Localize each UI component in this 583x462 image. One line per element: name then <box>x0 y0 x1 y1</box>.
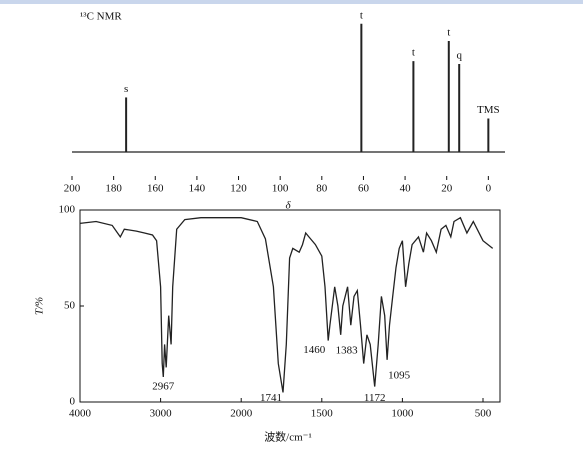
peak-label: 1383 <box>336 344 359 356</box>
nmr-x-label: δ <box>285 200 291 212</box>
x-tick-label: 100 <box>272 183 289 195</box>
peak-label: t <box>447 27 450 39</box>
x-tick-label: 200 <box>64 183 81 195</box>
x-tick-label: 120 <box>230 183 247 195</box>
x-tick-label: 20 <box>441 183 453 195</box>
x-tick-label: 0 <box>486 183 492 195</box>
ir-curve <box>79 216 494 393</box>
ir-y-label: T/% <box>34 297 46 315</box>
peak-label: TMS <box>477 104 500 116</box>
peak-label: 1095 <box>388 369 411 381</box>
y-tick-label: 50 <box>64 300 76 312</box>
peak-label: t <box>412 47 415 59</box>
x-tick-label: 4000 <box>69 408 92 420</box>
top-bar <box>0 0 583 4</box>
y-tick-label: 0 <box>70 396 76 408</box>
peak-label: 1460 <box>303 344 326 356</box>
x-tick-label: 1000 <box>391 408 414 420</box>
x-tick-label: 160 <box>147 183 164 195</box>
x-tick-label: 500 <box>475 408 492 420</box>
x-tick-label: 3000 <box>150 408 173 420</box>
ir-frame <box>79 209 501 403</box>
nmr-title: ¹³C NMR <box>80 11 122 23</box>
peak-label: 2967 <box>152 381 175 393</box>
x-tick-label: 2000 <box>230 408 253 420</box>
peak-label: 1741 <box>260 392 282 404</box>
x-tick-label: 40 <box>400 183 412 195</box>
x-tick-label: 60 <box>358 183 370 195</box>
x-tick-label: 180 <box>105 183 122 195</box>
peak-label: q <box>456 49 462 61</box>
peak-label: 1172 <box>364 392 386 404</box>
ir-x-label: 波数/cm⁻¹ <box>264 431 312 444</box>
peak-label: t <box>360 9 363 21</box>
peak-label: s <box>124 83 128 95</box>
x-tick-label: 80 <box>316 183 328 195</box>
x-tick-label: 1500 <box>311 408 334 420</box>
x-tick-label: 140 <box>189 183 206 195</box>
y-tick-label: 100 <box>59 204 76 216</box>
